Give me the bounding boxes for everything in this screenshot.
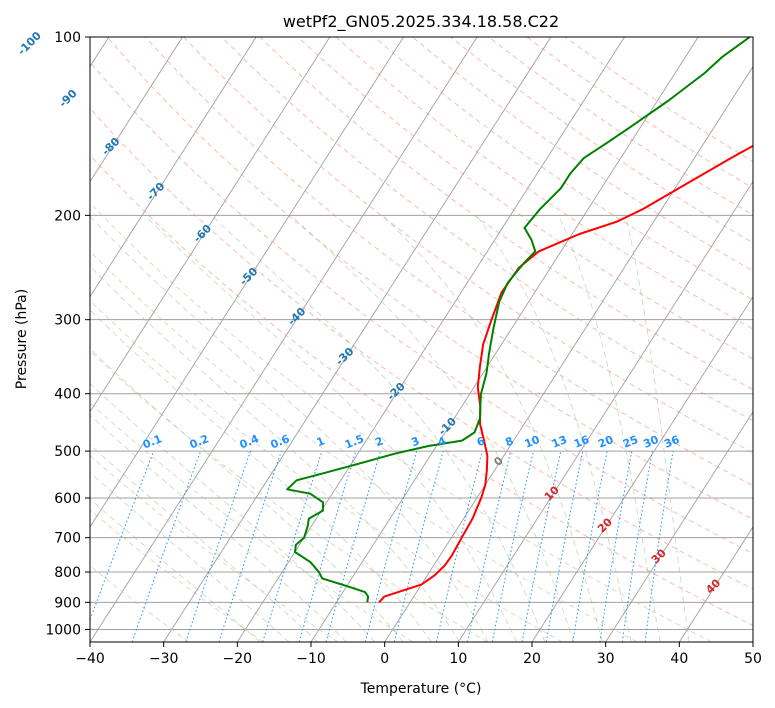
axes: −40 −30 −20 −10 0 10 20 30 40 50 100 200 300 400 500 60… (45, 30, 762, 667)
dry-adiabat-line (90, 154, 753, 626)
mixing-ratio-line (467, 450, 512, 642)
x-tick-label: −10 (296, 651, 326, 667)
x-tick-label: 10 (449, 651, 467, 667)
y-tick-label: 700 (54, 531, 81, 547)
isotherm-line (163, 37, 552, 642)
isotherm-line (310, 37, 699, 642)
mixing-ratio-line (364, 450, 418, 642)
dry-adiabat-line (106, 37, 753, 520)
isotherm-label: -100 (15, 29, 44, 58)
chart-title: wetPf2_GN05.2025.334.18.58.C22 (283, 12, 559, 32)
y-tick-label: 200 (54, 208, 81, 224)
isotherm-line (90, 37, 183, 183)
mixing-ratio-label: 8 (503, 434, 515, 449)
mixing-ratio-label: 2 (373, 434, 385, 449)
dry-adiabat-line (90, 107, 753, 590)
moist-adiabat-line (90, 265, 461, 642)
moist-adiabat-line (90, 382, 376, 642)
isotherm-line (384, 65, 753, 642)
mixing-ratio-label: 30 (641, 433, 660, 451)
mixing-ratio-line (185, 450, 251, 642)
isotherm-line (90, 37, 478, 642)
x-tick-label: 50 (744, 651, 762, 667)
dry-adiabat-line (335, 37, 753, 330)
dry-adiabat-line (90, 509, 264, 642)
x-axis-label: Temperature (°C) (360, 681, 482, 697)
isotherm-label: -90 (56, 87, 79, 110)
temperature-profile (378, 144, 753, 603)
y-tick-label: 600 (54, 491, 81, 507)
x-tick-label: 20 (523, 651, 541, 667)
x-tick-label: 0 (380, 651, 389, 667)
mixing-ratio-line (131, 450, 202, 642)
mixing-ratio-line (435, 450, 483, 642)
mixing-ratio-line (325, 450, 381, 642)
moist-adiabat-line (90, 444, 319, 642)
isotherm-line (90, 37, 331, 413)
moist-adiabat-line (211, 214, 546, 642)
mixing-ratio-label: 25 (621, 433, 640, 451)
dry-adiabat-line (90, 350, 488, 642)
mixing-ratio-line (644, 451, 674, 642)
dry-adiabat-line (90, 202, 712, 642)
isotherm-line (236, 37, 625, 642)
dry-adiabat-line (221, 37, 753, 422)
dry-adiabat-line (90, 454, 339, 642)
background-lines (90, 37, 753, 642)
moist-adiabat-line (90, 309, 432, 642)
isotherm-line (90, 37, 404, 528)
mixing-ratio-label: 10 (523, 433, 542, 451)
x-tick-label: 30 (597, 651, 615, 667)
mixing-ratio-label: 20 (596, 433, 615, 451)
isotherm-line (678, 526, 753, 642)
x-tick-label: 40 (670, 651, 688, 667)
moist-adiabat-line (625, 215, 690, 642)
isotherm-line (457, 180, 753, 642)
moist-adiabat-line (90, 215, 489, 642)
dewpoint-profile (286, 37, 751, 603)
x-tick-label: −20 (223, 651, 253, 667)
isotherm-line (605, 410, 753, 642)
dry-adiabat-line (144, 37, 753, 487)
moist-adiabat-line (144, 214, 517, 642)
mixing-ratio-line (491, 450, 534, 642)
isotherm-line (531, 295, 753, 642)
mixing-ratio-label: 36 (662, 433, 681, 451)
y-tick-label: 300 (54, 313, 81, 329)
y-tick-label: 1000 (45, 622, 81, 638)
mixing-ratio-line (262, 450, 323, 642)
x-tick-label: −30 (149, 651, 179, 667)
y-axis-label: Pressure (hPa) (14, 289, 30, 389)
dry-adiabat-line (90, 402, 414, 642)
mixing-ratio-label: 13 (550, 433, 569, 451)
mixing-ratio-line (393, 450, 444, 642)
y-tick-label: 900 (54, 595, 81, 611)
x-tick-label: −40 (75, 651, 105, 667)
moist-adiabat-line (90, 348, 404, 642)
y-tick-label: 500 (54, 444, 81, 460)
mixing-ratio-label: 1 (315, 434, 327, 449)
mixing-ratio-line (298, 450, 357, 642)
moist-adiabat-line (290, 214, 575, 642)
moist-adiabat-line (558, 215, 661, 642)
mixing-ratio-line (621, 451, 653, 642)
mixing-ratio-line (218, 450, 282, 642)
mixing-ratio-label: 3 (409, 434, 421, 449)
dry-adiabat-line (259, 37, 753, 391)
dry-adiabat-line (90, 300, 563, 642)
isotherm-line (90, 37, 257, 298)
dry-adiabat-line (90, 61, 753, 555)
y-tick-label: 400 (54, 387, 81, 403)
mixing-ratio-label: 16 (572, 433, 591, 451)
y-tick-label: 800 (54, 565, 81, 581)
isotherm-line (752, 641, 753, 642)
moist-adiabat-line (90, 414, 347, 642)
y-tick-label: 100 (54, 30, 81, 46)
profile-lines (286, 37, 753, 603)
plot-frame (89, 36, 754, 643)
